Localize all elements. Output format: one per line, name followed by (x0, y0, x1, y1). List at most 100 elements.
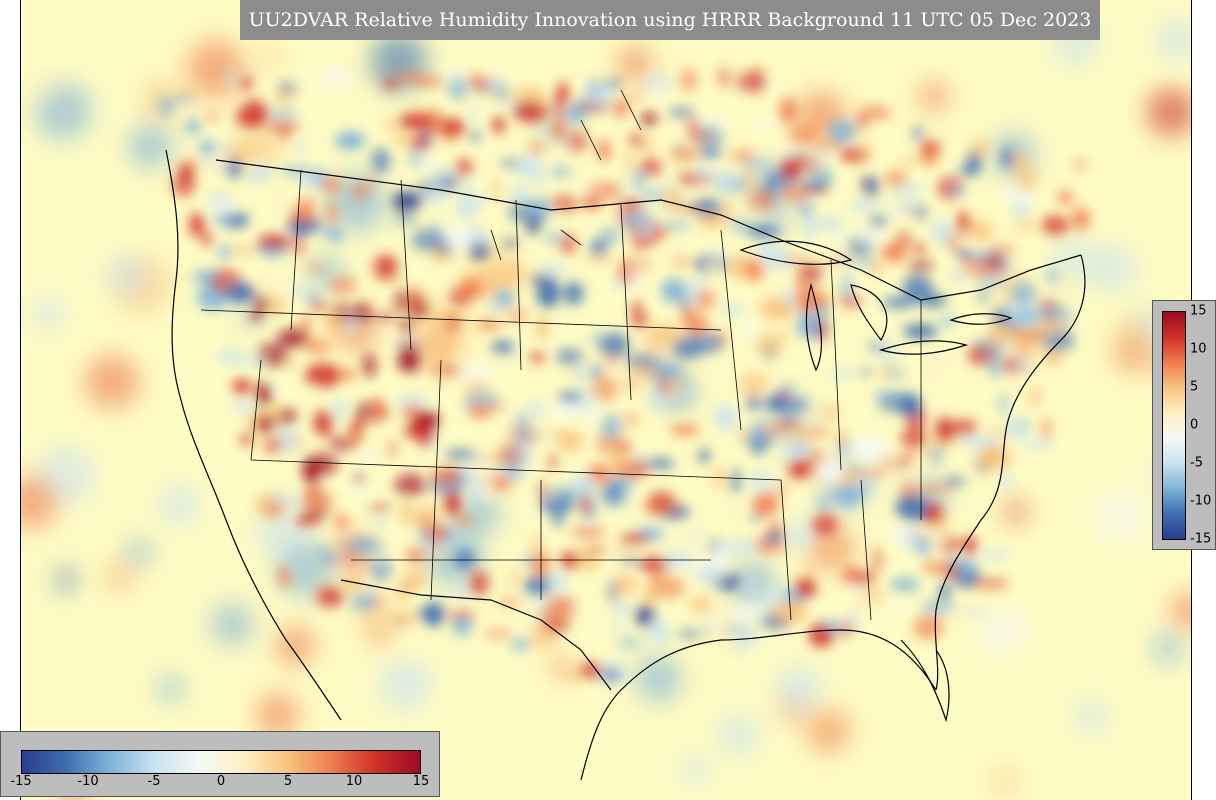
innovation-blob (1152, 633, 1184, 664)
innovation-cell (515, 154, 542, 179)
innovation-cell (599, 332, 630, 357)
innovation-blob (1113, 316, 1156, 359)
innovation-cell (587, 463, 612, 484)
innovation-cell (1010, 330, 1046, 339)
innovation-cell (303, 507, 331, 517)
innovation-blob (992, 769, 1017, 794)
innovation-cell (581, 194, 603, 211)
innovation-blob (54, 568, 78, 592)
innovation-cell (1075, 161, 1085, 169)
innovation-cell (641, 261, 651, 268)
innovation-cell (898, 451, 921, 458)
innovation-cell (224, 69, 236, 86)
innovation-blob (278, 543, 333, 598)
innovation-cell (326, 380, 336, 390)
innovation-blob (157, 675, 184, 702)
innovation-cell (749, 468, 774, 493)
innovation-cell (634, 169, 644, 189)
horizontal-colorbar-tick: -15 (10, 774, 32, 789)
innovation-cell (766, 530, 782, 544)
vertical-colorbar-tick: -15 (1190, 531, 1212, 547)
innovation-cell (287, 359, 298, 371)
innovation-cell (730, 218, 752, 233)
horizontal-colorbar-tick: 10 (345, 774, 363, 789)
innovation-cell (653, 226, 668, 241)
innovation-cell (747, 225, 781, 238)
innovation-cell (334, 131, 366, 150)
innovation-cell (988, 354, 1004, 379)
innovation-cell (948, 232, 974, 242)
innovation-blob (978, 607, 1028, 656)
innovation-cell (1042, 349, 1062, 366)
innovation-cell (838, 441, 850, 456)
innovation-cell (606, 623, 630, 630)
innovation-cell (1010, 283, 1037, 305)
innovation-cell (952, 420, 977, 436)
innovation-cell (547, 597, 576, 611)
innovation-cell (883, 173, 908, 182)
innovation-cell (640, 157, 662, 177)
innovation-cell (917, 205, 926, 221)
innovation-cell (332, 398, 348, 420)
innovation-cell (277, 565, 291, 588)
innovation-cell (430, 364, 455, 374)
innovation-cell (394, 215, 418, 224)
innovation-cell (226, 157, 242, 179)
innovation-cell (783, 533, 810, 543)
innovation-cell (618, 556, 643, 566)
innovation-cell (469, 482, 486, 501)
innovation-cell (702, 618, 713, 629)
innovation-cell (849, 200, 883, 211)
innovation-cell (881, 297, 916, 308)
innovation-cell (468, 108, 480, 122)
innovation-blob (255, 693, 300, 737)
innovation-cell (754, 117, 772, 131)
innovation-cell (299, 315, 312, 333)
innovation-cell (718, 67, 729, 87)
innovation-cell (766, 394, 786, 412)
innovation-blob (31, 74, 55, 97)
innovation-cell (304, 363, 341, 386)
innovation-cell (304, 264, 324, 272)
innovation-cell (373, 254, 399, 280)
innovation-cell (729, 500, 740, 520)
innovation-cell (689, 596, 712, 613)
innovation-cell (1028, 386, 1041, 408)
innovation-cell (641, 525, 667, 532)
innovation-cell (597, 139, 611, 162)
innovation-cell (513, 101, 548, 123)
innovation-cell (803, 218, 814, 242)
innovation-cell (216, 349, 247, 365)
innovation-cell (729, 150, 757, 162)
innovation-cell (809, 427, 828, 437)
horizontal-colorbar-tick: 5 (283, 774, 293, 789)
innovation-cell (230, 401, 256, 412)
innovation-cell (254, 293, 269, 315)
innovation-cell (619, 213, 653, 220)
innovation-cell (921, 561, 949, 573)
innovation-cell (644, 137, 658, 148)
innovation-cell (948, 272, 967, 283)
innovation-cell (817, 461, 844, 484)
innovation-blob (158, 484, 200, 526)
innovation-cell (505, 442, 535, 468)
innovation-cell (580, 519, 591, 529)
innovation-cell (900, 156, 921, 166)
humidity-innovation-map (21, 0, 1191, 800)
innovation-cell (856, 116, 867, 129)
innovation-cell (661, 278, 687, 303)
innovation-cell (493, 264, 527, 286)
innovation-cell (422, 179, 450, 205)
innovation-cell (644, 584, 658, 606)
innovation-cell (262, 441, 281, 451)
innovation-cell (628, 363, 663, 381)
innovation-cell (662, 373, 683, 399)
innovation-cell (616, 637, 643, 648)
innovation-cell (307, 291, 320, 305)
innovation-cell (852, 469, 887, 478)
innovation-cell (455, 157, 473, 178)
innovation-cell (780, 388, 790, 400)
innovation-cell (289, 220, 312, 236)
innovation-cell (530, 492, 564, 500)
innovation-cell (491, 177, 501, 204)
